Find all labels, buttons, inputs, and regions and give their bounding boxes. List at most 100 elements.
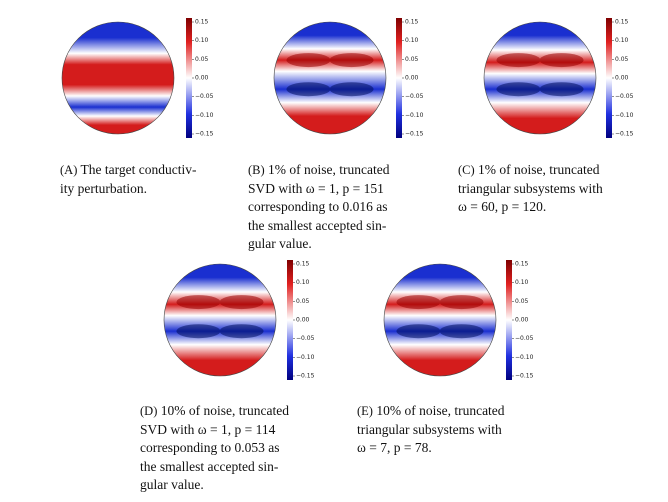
caption-text: SVD with ω = 1, p = 151 <box>248 180 384 196</box>
conductivity-disk <box>61 21 175 135</box>
caption-line: SVD with ω = 1, p = 151 <box>248 180 390 199</box>
caption-label: (B) <box>248 163 265 177</box>
colorbar-tick-label: 0.15 <box>296 261 310 268</box>
disk-blob <box>176 324 221 339</box>
colorbar-tick-label: 0.00 <box>195 75 209 82</box>
disk-blob <box>539 53 584 68</box>
colorbar-tick-label: 0.15 <box>515 261 529 268</box>
colorbar-tick-label: −0.05 <box>296 335 315 342</box>
colorbar <box>186 18 192 138</box>
caption: (A) The target conductiv-ity perturbatio… <box>60 161 196 198</box>
caption-text: ity perturbation. <box>60 180 147 196</box>
caption-line: (C) 1% of noise, truncated <box>458 161 603 180</box>
caption-text: SVD with ω = 1, p = 114 <box>140 421 276 437</box>
caption-text: 1% of noise, truncated <box>264 162 390 177</box>
caption-text: the smallest accepted sin- <box>140 458 279 474</box>
caption-text: corresponding to 0.016 as <box>248 199 388 214</box>
colorbar-tick-label: 0.05 <box>405 56 419 63</box>
caption-text: gular value. <box>140 477 204 492</box>
disk-blob <box>496 53 541 68</box>
caption-text: The target conductiv- <box>77 162 197 177</box>
caption-text: 10% of noise, truncated <box>372 403 505 418</box>
colorbar-tick-label: −0.10 <box>615 112 634 119</box>
colorbar-tick-label: −0.15 <box>515 373 534 380</box>
caption-line: ity perturbation. <box>60 180 196 199</box>
colorbar-tick-label: 0.10 <box>405 37 419 44</box>
conductivity-disk <box>483 21 597 135</box>
caption-line: SVD with ω = 1, p = 114 <box>140 421 289 440</box>
caption: (C) 1% of noise, truncated triangular sub… <box>458 161 603 217</box>
disk-blob <box>219 295 264 310</box>
disk-blob <box>439 324 484 339</box>
colorbar-tick-label: 0.10 <box>296 279 310 286</box>
colorbar-tick-label: −0.15 <box>296 373 315 380</box>
colorbar-tick-label: −0.15 <box>405 131 424 138</box>
caption-label: (A) <box>60 163 78 177</box>
disk-blob <box>539 82 584 97</box>
disk-blob <box>329 82 374 97</box>
conductivity-disk <box>273 21 387 135</box>
disk-blob <box>176 295 221 310</box>
colorbar <box>287 260 293 380</box>
caption-text: ω = 60, p = 120. <box>458 199 547 214</box>
caption-line: (B) 1% of noise, truncated <box>248 161 390 180</box>
colorbar-tick-label: 0.05 <box>515 298 529 305</box>
caption: (D) 10% of noise, truncated SVD with ω = … <box>140 402 289 495</box>
caption-line: (A) The target conductiv- <box>60 161 196 180</box>
disk-blob <box>329 53 374 68</box>
colorbar-tick-label: 0.05 <box>296 298 310 305</box>
caption-line: gular value. <box>248 235 390 254</box>
colorbar-tick-label: 0.10 <box>615 37 629 44</box>
disk-blob <box>219 324 264 339</box>
colorbar-tick-label: −0.15 <box>195 131 214 138</box>
colorbar-tick-label: −0.10 <box>405 112 424 119</box>
caption-line: (E) 10% of noise, truncated <box>357 402 505 421</box>
colorbar-tick-label: 0.10 <box>195 37 209 44</box>
disk-blob <box>396 324 441 339</box>
caption-text: triangular subsystems with <box>458 180 603 196</box>
colorbar <box>606 18 612 138</box>
colorbar-tick-label: 0.05 <box>195 56 209 63</box>
caption-text: ω = 7, p = 78. <box>357 440 432 455</box>
caption-line: the smallest accepted sin- <box>140 458 289 477</box>
colorbar-tick-label: −0.05 <box>515 335 534 342</box>
caption-text: triangular subsystems with <box>357 421 502 437</box>
colorbar-tick-label: 0.05 <box>615 56 629 63</box>
colorbar-tick-label: −0.15 <box>615 131 634 138</box>
caption-text: 10% of noise, truncated <box>157 403 289 418</box>
colorbar-tick-label: 0.15 <box>405 19 419 26</box>
colorbar-tick-label: −0.05 <box>405 93 424 100</box>
colorbar-tick-label: −0.05 <box>615 93 634 100</box>
caption: (E) 10% of noise, truncated triangular su… <box>357 402 505 458</box>
colorbar-tick-label: 0.15 <box>195 19 209 26</box>
disk-blob <box>396 295 441 310</box>
disk-blobs <box>286 53 374 97</box>
colorbar-tick-label: −0.10 <box>195 112 214 119</box>
colorbar-tick-label: −0.05 <box>195 93 214 100</box>
colorbar-tick-label: 0.00 <box>296 317 310 324</box>
caption-line: ω = 60, p = 120. <box>458 198 603 217</box>
disk-blobs <box>396 295 484 339</box>
caption-line: the smallest accepted sin- <box>248 217 390 236</box>
caption-line: corresponding to 0.053 as <box>140 439 289 458</box>
disk-blob <box>286 53 331 68</box>
conductivity-disk <box>383 263 497 377</box>
caption-line: triangular subsystems with <box>458 180 603 199</box>
colorbar-tick-label: −0.10 <box>296 354 315 361</box>
disk-blobs <box>496 53 584 97</box>
caption-line: triangular subsystems with <box>357 421 505 440</box>
caption-label: (C) <box>458 163 475 177</box>
caption-text: the smallest accepted sin- <box>248 217 387 233</box>
caption-label: (E) <box>357 404 373 418</box>
caption-line: ω = 7, p = 78. <box>357 439 505 458</box>
colorbar-tick-label: 0.00 <box>405 75 419 82</box>
disk-blobs <box>176 295 264 339</box>
caption-text: gular value. <box>248 236 312 251</box>
colorbar-tick-label: 0.00 <box>515 317 529 324</box>
conductivity-disk <box>163 263 277 377</box>
caption-line: gular value. <box>140 476 289 495</box>
caption-line: (D) 10% of noise, truncated <box>140 402 289 421</box>
colorbar-tick-label: 0.10 <box>515 279 529 286</box>
